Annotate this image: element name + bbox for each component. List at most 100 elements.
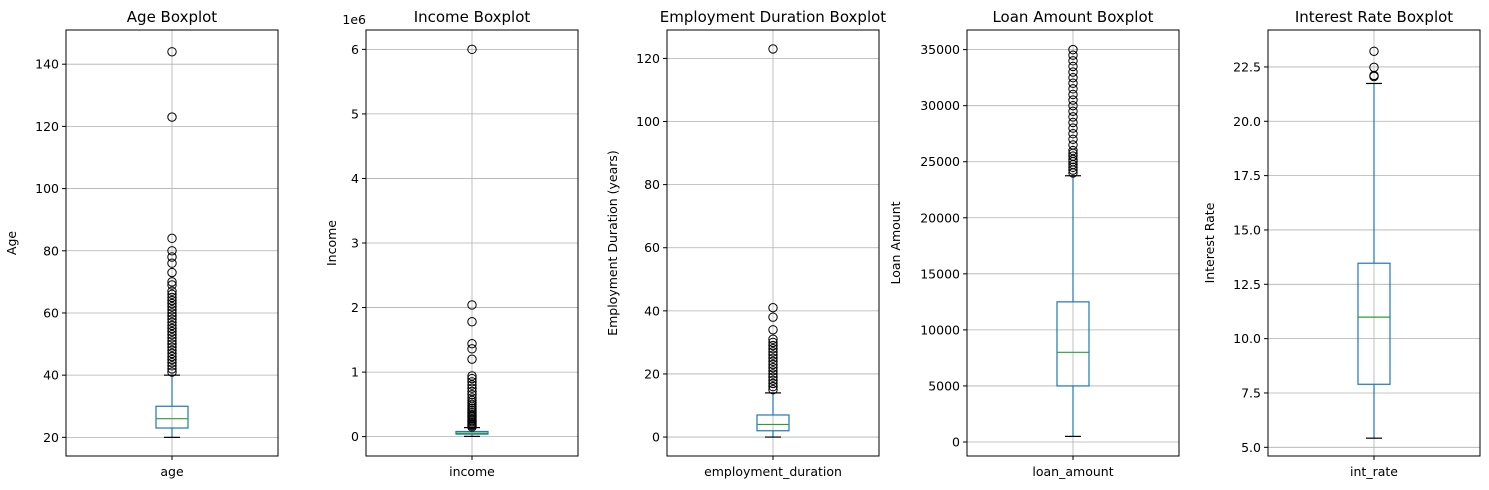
outlier-point: [467, 393, 477, 403]
outlier-point: [167, 345, 177, 355]
outlier-point: [768, 347, 778, 357]
outlier-point: [467, 380, 477, 390]
y-tick-label: 7.5: [1241, 385, 1261, 400]
outlier-point: [768, 375, 778, 385]
y-tick-label: 3: [351, 236, 359, 251]
outlier-point: [167, 308, 177, 318]
outlier-point: [167, 292, 177, 303]
outlier-point: [1068, 100, 1078, 111]
outlier-point: [467, 377, 477, 387]
outlier-point: [467, 395, 477, 406]
outlier-point: [1068, 151, 1078, 161]
outlier-point: [167, 348, 177, 359]
outlier-point: [167, 233, 177, 244]
x-tick-label: employment_duration: [704, 464, 842, 479]
outlier-point: [167, 298, 177, 309]
outlier-point: [167, 336, 177, 346]
y-tick-label: 22.5: [1233, 59, 1261, 74]
outlier-point: [167, 267, 177, 278]
y-tick-label: 5: [351, 106, 359, 121]
x-tick-label: age: [160, 464, 184, 479]
interest-rate-chart: 5.0 7.5 10.0 12.5 15.0 17.5 20.0 22.5 int_rate In…: [1202, 8, 1481, 479]
x-tick-label: int_rate: [1350, 464, 1398, 479]
outlier-point: [768, 44, 778, 54]
outlier-point: [1068, 67, 1078, 77]
outlier-point: [167, 302, 177, 312]
x-tick-label: income: [449, 464, 495, 479]
outlier-point: [167, 277, 177, 287]
y-tick-label: 100: [636, 114, 660, 129]
y-axis-label: Interest Rate: [1202, 202, 1217, 283]
outlier-point: [768, 344, 778, 354]
outlier-point: [1068, 154, 1078, 165]
outlier-point: [167, 367, 177, 377]
outlier-point: [1068, 84, 1078, 94]
iqr-box: [155, 405, 189, 429]
y-tick-label: 6: [351, 42, 359, 57]
y-tick-label: 5.0: [1241, 440, 1261, 455]
y-tick-label: 120: [636, 51, 660, 66]
outlier-point: [167, 112, 177, 122]
outlier-point: [467, 354, 477, 364]
outlier-point: [1068, 44, 1078, 55]
y-axis-label: Income: [324, 220, 339, 266]
outlier-point: [1068, 78, 1078, 88]
y-tick-label: 120: [35, 119, 59, 134]
y-tick-label: 1: [351, 365, 359, 380]
y-tick-label: 60: [43, 305, 59, 320]
y-tick-label: 140: [35, 57, 59, 72]
outlier-point: [467, 383, 477, 393]
iqr-box: [756, 414, 790, 432]
y-axis-label: Age: [4, 231, 19, 255]
outlier-point: [167, 252, 177, 262]
outlier-point: [167, 333, 177, 343]
outlier-point: [768, 381, 778, 392]
outlier-point: [467, 344, 477, 354]
y-tick-label: 20: [644, 366, 660, 381]
y-tick-label: 80: [43, 243, 59, 258]
outlier-point: [167, 289, 177, 300]
iqr-box: [1056, 301, 1090, 387]
outlier-point: [1068, 128, 1078, 139]
y-tick-label: 2: [351, 300, 359, 315]
outlier-point: [467, 386, 477, 397]
outlier-point: [467, 317, 477, 327]
y-tick-label: 0: [351, 429, 359, 444]
y-tick-label: 100: [35, 181, 59, 196]
y-tick-label: 0: [952, 434, 960, 449]
outlier-point: [467, 300, 477, 310]
outlier-point: [1068, 145, 1078, 156]
axis-offset-text: 1e6: [342, 12, 366, 27]
outlier-point: [768, 362, 778, 373]
outlier-point: [167, 339, 177, 349]
outlier-point: [768, 366, 778, 376]
outlier-point: [467, 44, 477, 55]
outlier-point: [167, 305, 177, 315]
age-chart: 20 40 60 80 100 120 140 age Age Boxplot Age: [4, 8, 279, 479]
x-tick-label: loan_amount: [1032, 464, 1113, 479]
employment-duration-chart: 0 20 40 60 80 100 120 employment_duration Employ…: [605, 8, 886, 479]
outlier-point: [768, 302, 778, 313]
y-tick-label: 20000: [920, 210, 960, 225]
chart-title: Employment Duration Boxplot: [660, 8, 886, 26]
outlier-point: [167, 47, 177, 57]
outlier-point: [167, 326, 177, 337]
y-tick-label: 20.0: [1233, 114, 1261, 129]
outlier-point: [167, 361, 177, 371]
outlier-point: [167, 320, 177, 331]
chart-title: Income Boxplot: [414, 8, 531, 26]
y-axis-label: Loan Amount: [888, 201, 903, 284]
outlier-point: [167, 342, 177, 352]
y-tick-label: 40: [43, 368, 59, 383]
outlier-point: [1068, 162, 1078, 173]
outlier-point: [768, 312, 778, 322]
outlier-point: [1068, 140, 1078, 150]
outlier-point: [167, 351, 177, 362]
outlier-point: [768, 359, 778, 370]
outlier-point: [1068, 123, 1078, 133]
outlier-point: [167, 330, 177, 340]
income-chart: 0 1 2 3 4 5 6 income Income Boxplot Income 1e6: [324, 8, 579, 479]
loan-amount-chart: 0 5000 10000 15000 20000 25000 30000 35000 loan_…: [888, 8, 1180, 479]
y-tick-label: 15.0: [1233, 222, 1261, 237]
y-tick-label: 35000: [920, 42, 960, 57]
